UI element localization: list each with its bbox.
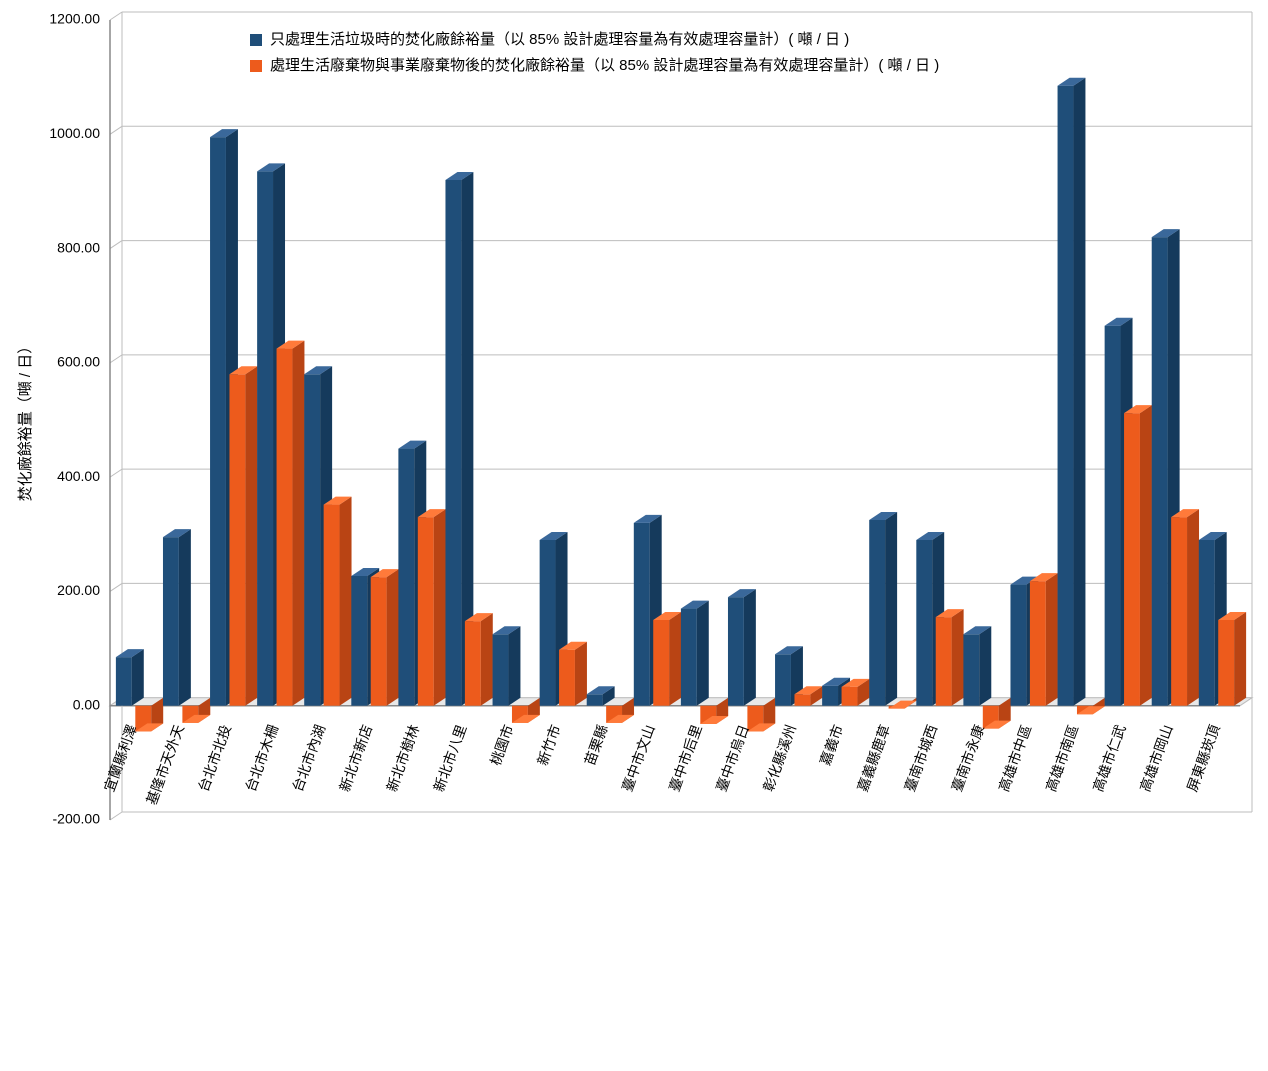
y-tick-label: 200.00 [57,582,100,598]
bar-s1-19 [1010,585,1026,706]
bar-s2-14 [794,694,810,705]
bar-s1-20 [1058,86,1074,706]
y-tick-label: -200.00 [53,811,101,827]
bar-s2-2 [229,374,245,705]
bar-s2-17 [936,617,952,706]
bar-s1-15 [822,686,838,706]
bar-s1-8 [493,634,509,705]
y-tick-label: 800.00 [57,239,100,255]
bar-s1-22 [1152,237,1168,706]
bar-s1-9 [540,540,556,706]
bar-s1-11 [634,523,650,706]
bar-s2-21 [1124,413,1140,706]
bar-s2-9 [559,650,575,706]
bar-s1-13 [728,597,744,706]
bar-s1-2 [210,137,226,706]
bar-s1-21 [1105,326,1121,706]
bar-s2-6 [418,517,434,706]
bar-s1-10 [587,694,603,705]
y-tick-label: 400.00 [57,468,100,484]
bar-s1-4 [304,374,320,705]
bar-s1-7 [445,180,461,706]
bar-s2-4 [324,505,340,706]
bar-s1-1 [163,537,179,706]
y-tick-label: 0.00 [73,696,100,712]
y-axis-label: 焚化廠餘裕量（噸 / 日） [16,339,34,502]
bar-s1-12 [681,609,697,706]
bar-s1-5 [351,576,367,706]
bar-s2-23 [1218,620,1234,706]
bar-s2-22 [1171,517,1187,706]
bar-s1-14 [775,654,791,705]
legend-swatch-s1 [250,34,262,46]
bar-s2-5 [371,577,387,706]
bar-s1-0 [116,657,132,706]
bar-s2-11 [653,620,669,706]
y-tick-label: 1200.00 [49,11,100,27]
bar-s1-23 [1199,540,1215,706]
bar-s1-18 [963,634,979,705]
legend-swatch-s2 [250,60,262,72]
bar-s2-3 [277,349,293,706]
y-tick-label: 1000.00 [49,125,100,141]
bar-s2-15 [842,687,858,706]
legend-label-s2: 處理生活廢棄物與事業廢棄物後的焚化廠餘裕量（以 85% 設計處理容量為有效處理容… [270,56,939,74]
bar-s1-17 [916,540,932,706]
y-tick-label: 600.00 [57,354,100,370]
bar-s1-16 [869,520,885,706]
legend-label-s1: 只處理生活垃圾時的焚化廠餘裕量（以 85% 設計處理容量為有效處理容量計）( 噸… [270,30,849,48]
bar-s2-19 [1030,581,1046,706]
chart-container: -200.00 0.00 200.00 400.00 600.00 800.00 1000.… [0,0,1268,1071]
bar-s1-6 [398,449,414,706]
bar-s1-3 [257,171,273,705]
bar-chart: -200.00 0.00 200.00 400.00 600.00 800.00 1000.… [0,0,1268,1071]
bar-s2-7 [465,621,481,706]
